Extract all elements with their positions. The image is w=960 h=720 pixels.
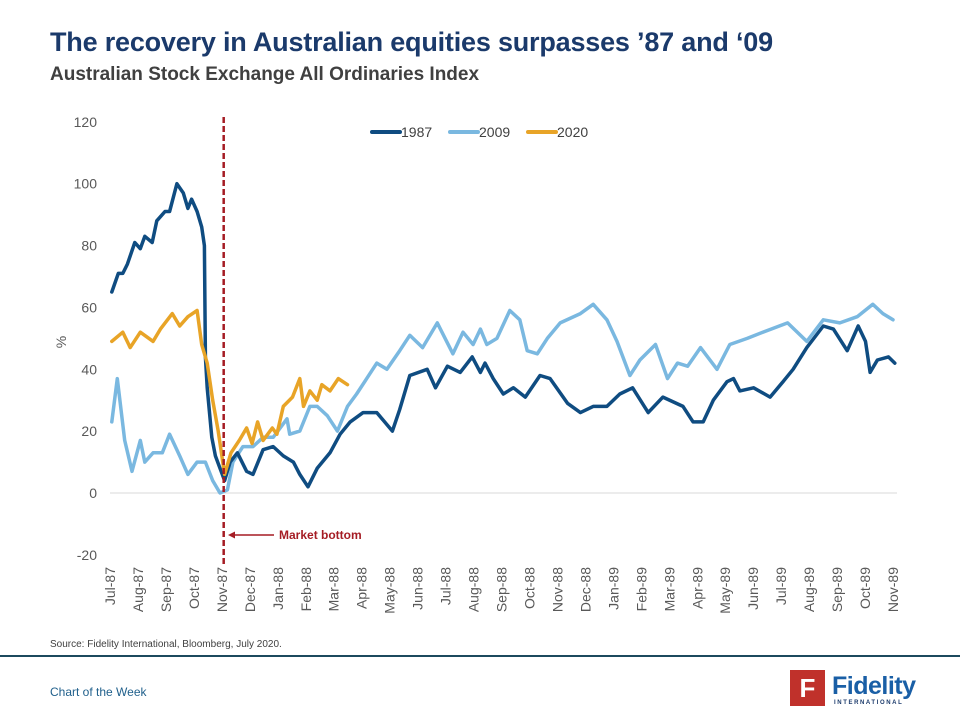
x-tick-label: Jan-88 — [270, 567, 286, 610]
x-tick-label: Aug-88 — [466, 567, 482, 612]
x-tick-label: Apr-88 — [354, 567, 370, 609]
x-tick-label: May-89 — [717, 567, 733, 614]
logo-wordmark: Fidelity — [832, 672, 916, 700]
y-axis: -20 0 20 40 60 80 100 120 — [74, 114, 98, 563]
x-tick-label: Nov-87 — [214, 567, 230, 612]
legend-label-1987: 1987 — [401, 124, 432, 140]
legend-label-2009: 2009 — [479, 124, 510, 140]
x-tick-label: Jun-89 — [745, 567, 761, 610]
y-tick-label: 80 — [81, 238, 97, 254]
x-tick-label: Aug-89 — [801, 567, 817, 612]
x-tick-label: Jul-88 — [438, 567, 454, 605]
x-tick-label: Feb-88 — [298, 567, 314, 612]
footer-divider — [0, 655, 960, 657]
x-tick-label: Aug-87 — [130, 567, 146, 612]
x-tick-label: May-88 — [382, 567, 398, 614]
y-tick-label: -20 — [77, 547, 97, 563]
fidelity-logo: F Fidelity INTERNATIONAL — [790, 670, 916, 710]
series-line-2009 — [110, 302, 895, 495]
logo-subtext: INTERNATIONAL — [834, 700, 904, 706]
y-tick-label: 0 — [89, 485, 97, 501]
market-bottom-annotation: Market bottom — [228, 528, 362, 542]
y-tick-label: 60 — [81, 299, 97, 315]
y-axis-label: % — [53, 336, 69, 348]
x-tick-label: Mar-88 — [326, 567, 342, 612]
legend: 1987 2009 2020 — [370, 124, 588, 140]
series-line-2020 — [110, 308, 350, 477]
x-tick-label: Jul-89 — [773, 567, 789, 605]
series-line-1987 — [110, 181, 897, 489]
x-tick-label: Feb-89 — [633, 567, 649, 612]
y-tick-label: 100 — [74, 176, 98, 192]
source-note: Source: Fidelity International, Bloomber… — [50, 639, 282, 650]
x-tick-label: Nov-89 — [885, 567, 901, 612]
legend-label-2020: 2020 — [557, 124, 588, 140]
x-tick-label: Dec-88 — [577, 567, 593, 612]
series-lines — [110, 181, 897, 495]
y-tick-label: 20 — [81, 423, 97, 439]
x-tick-label: Dec-87 — [242, 567, 258, 612]
x-tick-label: Mar-89 — [661, 567, 677, 612]
x-tick-label: Nov-88 — [549, 567, 565, 612]
footer-label: Chart of the Week — [50, 685, 147, 699]
x-tick-label: Apr-89 — [689, 567, 705, 609]
x-tick-label: Jun-88 — [410, 567, 426, 610]
x-tick-label: Sep-89 — [829, 567, 845, 612]
line-chart: -20 0 20 40 60 80 100 120 % Jul-87 Aug-87 Sep-87 O… — [53, 114, 901, 614]
market-bottom-label: Market bottom — [279, 528, 362, 542]
y-tick-label: 40 — [81, 361, 97, 377]
x-tick-label: Oct-88 — [521, 567, 537, 609]
x-tick-label: Jul-87 — [102, 567, 118, 605]
x-tick-label: Jan-89 — [605, 567, 621, 610]
chart-subtitle: Australian Stock Exchange All Ordinaries… — [50, 64, 480, 85]
x-tick-label: Oct-87 — [186, 567, 202, 609]
x-axis: Jul-87 Aug-87 Sep-87 Oct-87 Nov-87 Dec-87 Jan-… — [102, 567, 901, 614]
arrow-head-icon — [228, 531, 235, 539]
x-tick-label: Sep-88 — [494, 567, 510, 612]
logo-mark-icon: F — [790, 670, 825, 706]
x-tick-label: Sep-87 — [158, 567, 174, 612]
chart-title: The recovery in Australian equities surp… — [50, 27, 773, 57]
x-tick-label: Oct-89 — [857, 567, 873, 609]
y-tick-label: 120 — [74, 114, 98, 130]
